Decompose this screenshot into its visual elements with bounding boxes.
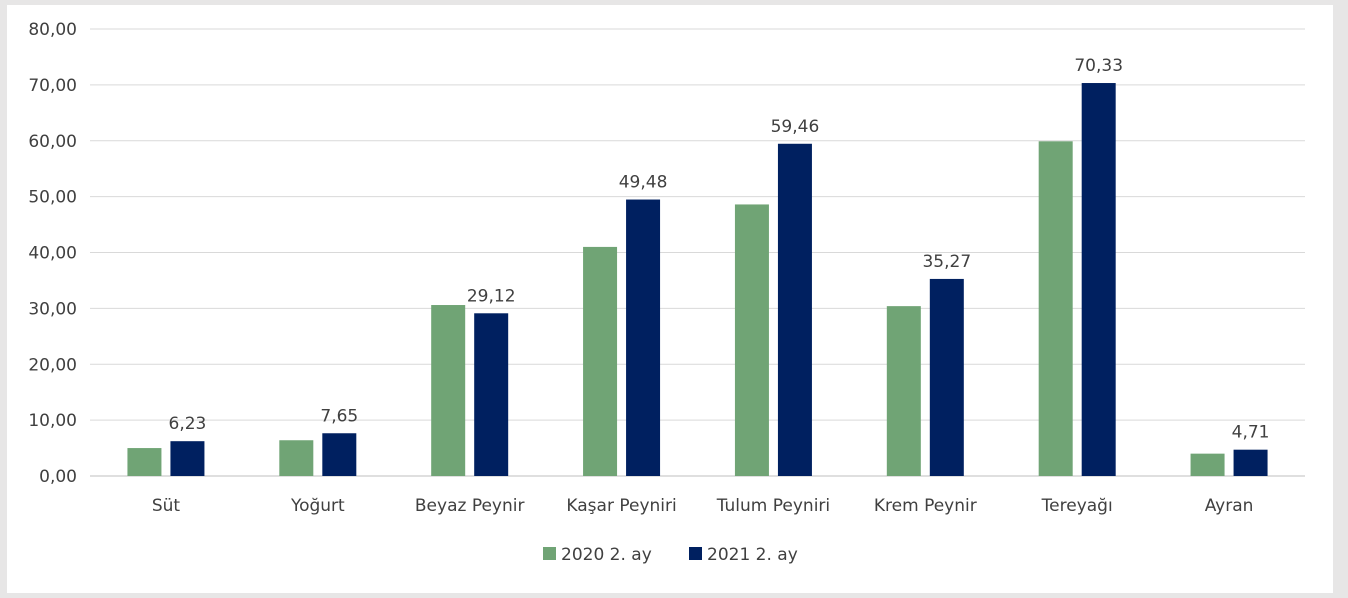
bar-series1 (734, 204, 769, 476)
bar-series2 (170, 441, 205, 476)
bar-series2 (1233, 449, 1268, 476)
legend-label: 2020 2. ay (561, 545, 652, 565)
data-label: 7,65 (320, 406, 358, 426)
y-tick-label: 30,00 (28, 299, 77, 319)
bar-series2 (777, 143, 812, 476)
y-tick-label: 60,00 (28, 132, 77, 152)
y-tick-label: 40,00 (28, 244, 77, 264)
category-label: Beyaz Peynir (415, 496, 525, 516)
data-labels: 6,23 7,65 29,12 49,48 59,46 35,27 70,33 4,71 (169, 56, 1270, 443)
bars (127, 83, 1268, 476)
data-label: 6,23 (169, 414, 207, 434)
bar-chart: 0,00 10,00 20,00 30,00 40,00 50,00 60,00 70,00 8… (28, 20, 1305, 565)
chart-area: 0,00 10,00 20,00 30,00 40,00 50,00 60,00 70,00 8… (7, 5, 1333, 593)
bar-series1 (1038, 141, 1073, 476)
legend: 2020 2. ay 2021 2. ay (543, 545, 798, 565)
bar-series1 (1190, 453, 1225, 476)
category-label: Süt (152, 496, 181, 516)
category-label: Tulum Peyniri (716, 496, 830, 516)
bar-series1 (886, 306, 921, 476)
bar-series2 (322, 433, 357, 476)
y-tick-label: 70,00 (28, 76, 77, 96)
data-label: 70,33 (1074, 56, 1123, 76)
bar-series1 (431, 305, 466, 476)
category-label: Tereyağı (1041, 496, 1113, 516)
data-label: 35,27 (922, 252, 971, 272)
legend-label: 2021 2. ay (707, 545, 798, 565)
category-label: Yoğurt (290, 496, 345, 516)
x-axis-category-labels: Süt Yoğurt Beyaz Peynir Kaşar Peyniri Tulum … (152, 496, 1254, 516)
bar-series2 (1081, 83, 1116, 476)
data-label: 29,12 (467, 286, 516, 306)
y-tick-label: 20,00 (28, 355, 77, 375)
legend-swatch (543, 547, 556, 560)
y-tick-label: 0,00 (39, 467, 77, 487)
category-label: Krem Peynir (874, 496, 977, 516)
y-tick-label: 50,00 (28, 188, 77, 208)
bar-series1 (583, 246, 618, 476)
category-label: Ayran (1205, 496, 1254, 516)
data-label: 4,71 (1232, 423, 1270, 443)
data-label: 49,48 (619, 173, 668, 193)
bar-series2 (929, 278, 964, 476)
category-label: Kaşar Peyniri (566, 496, 676, 516)
data-label: 59,46 (771, 117, 820, 137)
bar-series2 (626, 199, 661, 476)
legend-swatch (689, 547, 702, 560)
y-axis-tick-labels: 0,00 10,00 20,00 30,00 40,00 50,00 60,00 70,00 8… (28, 20, 77, 487)
y-tick-label: 80,00 (28, 20, 77, 40)
bar-series2 (474, 313, 509, 476)
bar-series1 (127, 448, 162, 476)
y-tick-label: 10,00 (28, 411, 77, 431)
gridlines (90, 28, 1305, 477)
bar-series1 (279, 440, 314, 476)
